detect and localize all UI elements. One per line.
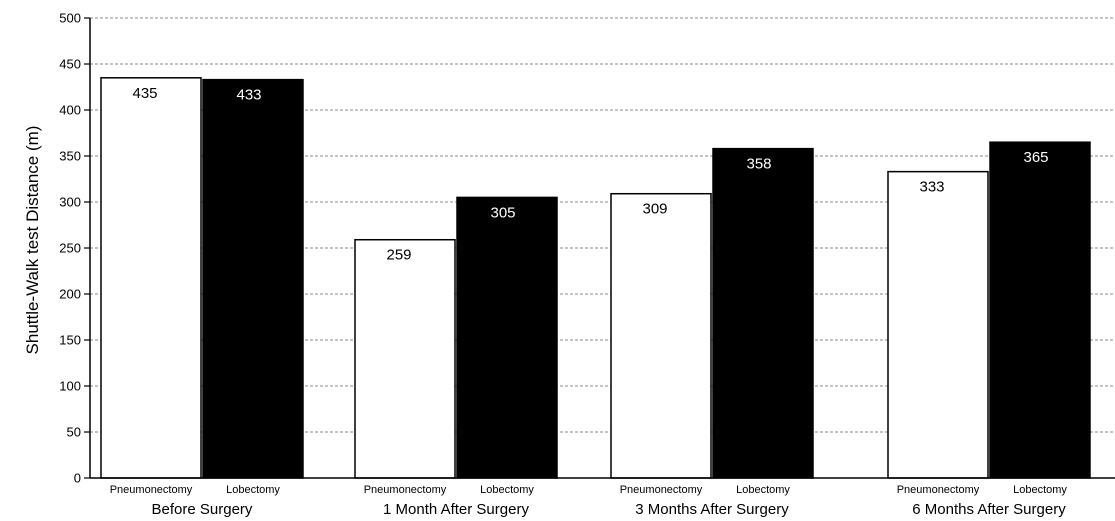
- bar-category-label: Lobectomy: [1013, 484, 1067, 496]
- bar-data-label: 309: [642, 201, 667, 218]
- bar-pneumonectomy: [610, 192, 712, 479]
- group-label: 1 Month After Surgery: [383, 501, 529, 518]
- y-tick-label: 250: [59, 241, 81, 256]
- x-axis-labels: Pneumonectomy Lobectomy Before Surgery Pneu…: [110, 484, 1068, 518]
- bar-category-label: Lobectomy: [226, 484, 280, 496]
- y-tick-label: 450: [59, 57, 81, 72]
- y-tick-label: 100: [59, 379, 81, 394]
- y-tick-label: 400: [59, 103, 81, 118]
- bar-data-label: 435: [132, 85, 157, 102]
- y-tick-label: 0: [74, 471, 81, 486]
- group-label: Before Surgery: [152, 501, 253, 518]
- bar-lobectomy: [456, 196, 558, 479]
- bar-category-label: Lobectomy: [736, 484, 790, 496]
- y-tick-label: 50: [67, 425, 81, 440]
- y-tick-label: 500: [59, 11, 81, 26]
- bar-data-label: 259: [386, 247, 411, 264]
- bar-pneumonectomy: [100, 77, 202, 479]
- bar-category-label: Lobectomy: [480, 484, 534, 496]
- y-tick-label: 200: [59, 287, 81, 302]
- bar-category-label: Pneumonectomy: [620, 484, 703, 496]
- bar-category-label: Pneumonectomy: [364, 484, 447, 496]
- group-label: 6 Months After Surgery: [912, 501, 1066, 518]
- bar-data-label: 333: [919, 179, 944, 196]
- bar-pneumonectomy: [354, 238, 456, 479]
- bar-lobectomy: [202, 78, 304, 479]
- bar-data-label: 358: [746, 156, 771, 173]
- y-tick-label: 300: [59, 195, 81, 210]
- axes: [89, 18, 1115, 479]
- y-axis-ticks: 0 50 100 150 200 250 300 350 400 450 500: [59, 11, 90, 486]
- y-tick-label: 150: [59, 333, 81, 348]
- bar-category-label: Pneumonectomy: [110, 484, 193, 496]
- y-tick-label: 350: [59, 149, 81, 164]
- bar-lobectomy: [989, 141, 1091, 479]
- bar-category-label: Pneumonectomy: [897, 484, 980, 496]
- bar-data-label: 433: [236, 87, 261, 104]
- bar-data-label: 365: [1023, 149, 1048, 166]
- bar-pneumonectomy: [887, 170, 989, 479]
- group-label: 3 Months After Surgery: [635, 501, 789, 518]
- bar-lobectomy: [712, 147, 814, 479]
- bars: 435 433 259 305 309 358 333 365: [100, 77, 1091, 479]
- y-axis-title: Shuttle-Walk test Distance (m): [23, 126, 42, 355]
- bar-data-label: 305: [490, 204, 515, 221]
